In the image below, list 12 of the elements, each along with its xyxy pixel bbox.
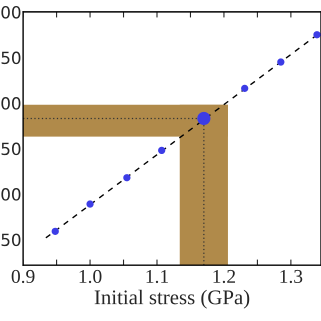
x-tick-label: 0.9 — [12, 270, 34, 284]
x-axis-title: Initial stress (GPa) — [94, 290, 250, 309]
text: 50 — [2, 142, 20, 156]
text: 50 — [2, 52, 20, 64]
text: 00 — [1, 97, 20, 110]
text: 50 — [2, 234, 20, 246]
text: 00 — [1, 6, 20, 19]
x-tick-label: 1.1 — [146, 270, 168, 284]
text: 00 — [1, 188, 20, 201]
x-tick-label: 1.2 — [213, 270, 236, 284]
x-tick-label: 1.0 — [80, 270, 102, 284]
x-tick-label: 1.3 — [280, 270, 302, 284]
